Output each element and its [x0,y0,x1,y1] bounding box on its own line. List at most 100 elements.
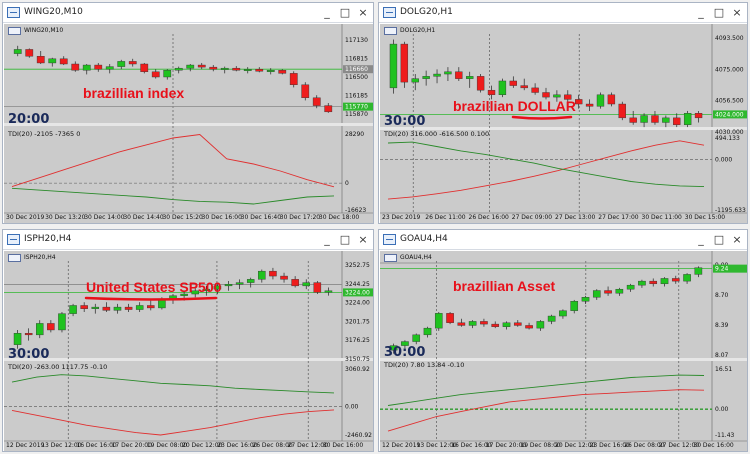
candle-body [224,284,233,287]
indicator-green-line [11,374,335,394]
close-button[interactable]: × [358,233,368,246]
current-price-box [713,110,747,119]
time-axis-label: 16 Dec 16:00 [76,442,117,449]
candle-body [423,327,432,336]
candle-body [202,288,211,291]
time-axis-label: 30 Dec 13:20 [45,214,86,221]
minimize-button[interactable]: _ [324,233,330,246]
indicator-red-line [387,389,705,432]
price-axis-label: 3244.25 [345,281,370,288]
chart-window-icon [383,7,396,18]
candle-body [82,64,91,71]
window-isph20[interactable]: ISPH20,H4 _ □ × 3252.75 3244.25 3224.00 320… [2,229,374,452]
maximize-button[interactable]: □ [713,233,725,246]
time-axis-label: 27 Dec 12:00 [659,442,700,449]
titlebar[interactable]: ISPH20,H4 _ □ × [3,230,373,250]
indicator-green-line [11,187,335,205]
candle-body [542,92,550,98]
indicator-axis-label: 494.133 [715,135,740,142]
level-price-label: 116660 [345,66,368,73]
candle-body [102,306,111,311]
timeframe-label: 30:00 [384,114,426,129]
indicator-axis-label: 0.00 [715,406,729,413]
time-axis-label: 19 Dec 08:00 [147,442,188,449]
window-goau4[interactable]: GOAU4,H4 _ □ × 9.008.708.398.079.2416.51… [378,229,748,452]
current-price-box [343,102,373,111]
price-axis-label: 116815 [345,56,368,63]
timeframe-label: 30:00 [384,345,426,360]
indicator-axis-label: -11.43 [715,432,735,439]
candle-body [69,305,77,314]
candle-body [47,323,55,331]
minimize-button[interactable]: _ [698,233,704,246]
window-dolg20[interactable]: DOLG20,H1 _ □ × 4093.500 4075.000 4056.500… [378,2,748,224]
time-axis-label: 30 Dec 2019 [6,214,45,221]
chart-symbol-icon [8,254,21,262]
candle-body [180,293,188,296]
titlebar[interactable]: WING20,M10 _ □ × [3,3,373,23]
candle-body [324,290,333,293]
maximize-button[interactable]: □ [713,6,725,19]
minimize-button[interactable]: _ [324,6,330,19]
candle-body [13,333,22,345]
chart-symbol-icon [384,254,397,262]
time-axis-label: 13 Dec 12:00 [41,442,82,449]
chart-symbol-icon [384,27,397,35]
candle-body [269,270,277,277]
annotation-underline [511,115,573,120]
chart-symbol-title: WING20,M10 [24,27,64,34]
current-price-label: 9.24 [715,266,729,273]
candle-body [71,63,80,71]
candle-body [147,305,155,309]
candle-body [525,325,533,329]
annotation-text: brazillian Asset [453,278,556,294]
candle-body [491,323,500,327]
window-wing20[interactable]: WING20,M10 _ □ × 117130 116815 116500 11618… [2,2,374,224]
candle-body [13,49,22,54]
candle-body [235,282,244,285]
candle-body [457,322,466,326]
minimize-button[interactable]: _ [698,6,704,19]
time-axis-label: 20 Dec 12:00 [555,442,596,449]
candle-body [80,305,88,309]
price-axis-label: 3224.00 [345,300,370,307]
candle-body [36,323,44,336]
candle-body [324,105,333,113]
indicator-axis-label: -2460.92 [345,432,372,439]
time-axis-label: 30 Dec 15:00 [685,214,726,221]
candle-body [547,315,556,322]
maximize-button[interactable]: □ [339,6,351,19]
candle-body [58,313,66,331]
indicator-red-line [11,409,335,436]
price-axis-label: 117130 [345,37,368,44]
candle-body [531,87,539,93]
close-button[interactable]: × [732,233,742,246]
candle-body [25,49,34,57]
candle-body [649,280,658,285]
indicator-title: TDI(20) 316.000 -616.500 0.100 [384,130,490,138]
price-axis-label: 4056.500 [715,98,744,105]
titlebar[interactable]: GOAU4,H4 _ □ × [379,230,747,250]
time-axis-label: 16 Dec 16:00 [451,442,492,449]
price-axis-label: 3176.25 [345,337,370,344]
close-button[interactable]: × [358,6,368,19]
maximize-button[interactable]: □ [339,233,351,246]
current-price-label: 4024.000 [715,111,744,118]
price-chart[interactable]: 3252.75 3244.25 3224.00 3201.75 3176.25 3150.… [4,251,373,451]
candle-body [434,313,443,329]
price-chart[interactable]: 117130 116815 116500 116185 115870 115770 1166… [4,24,373,223]
chart-symbol-icon [8,27,21,35]
titlebar[interactable]: DOLG20,H1 _ □ × [379,3,747,23]
candle-body [444,71,452,75]
indicator-axis-label: -1195.633 [715,207,746,214]
candle-body [191,290,199,295]
price-chart[interactable]: 4093.500 4075.000 4056.500 4030.000 4024.000… [380,24,747,223]
indicator-red-line [11,134,335,188]
candle-body [660,278,669,285]
close-button[interactable]: × [732,6,742,19]
candle-body [24,333,33,336]
candle-body [91,306,100,309]
time-axis-label: 27 Dec 12:00 [288,442,329,449]
price-axis-label: 115870 [345,111,368,118]
